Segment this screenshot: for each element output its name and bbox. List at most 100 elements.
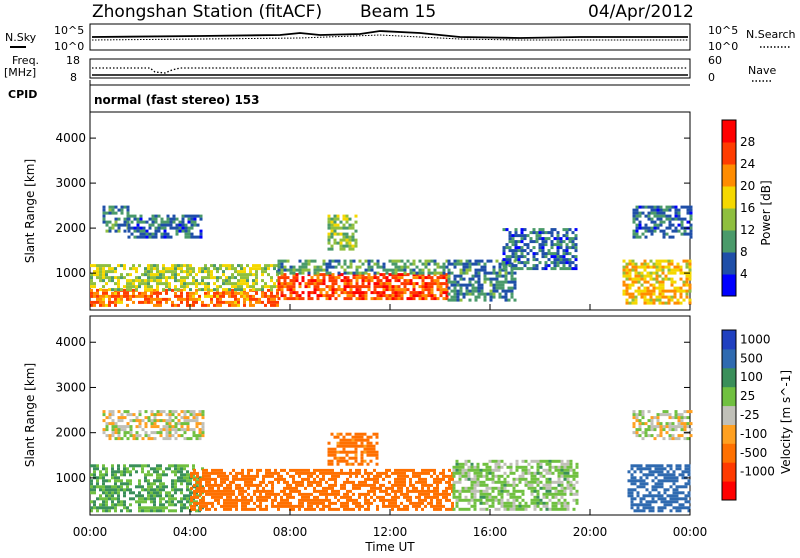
power-cell-0 <box>165 288 168 292</box>
velocity-cell-2 <box>406 504 409 508</box>
power-cell-1 <box>153 273 156 277</box>
velocity-cell-2 <box>316 483 319 487</box>
velocity-cell-3 <box>360 450 364 454</box>
velocity-cell-2 <box>397 480 400 484</box>
velocity-cell-2 <box>202 474 205 478</box>
velocity-cell-2 <box>385 474 388 478</box>
velocity-cell-2 <box>211 492 214 496</box>
power-cell-7 <box>471 286 475 290</box>
power-cell-10 <box>632 214 636 218</box>
velocity-cell-2 <box>196 480 199 484</box>
power-cell-9 <box>661 277 665 281</box>
power-cell-4 <box>436 288 440 292</box>
velocity-cell-0 <box>123 470 126 474</box>
velocity-cell-0 <box>159 500 162 504</box>
velocity-cell-4 <box>464 471 468 475</box>
power-cell-1 <box>192 270 195 274</box>
power-cell-8 <box>517 255 521 259</box>
power-cell-5 <box>427 268 431 272</box>
velocity-cell-2 <box>274 477 277 481</box>
velocity-cell-0 <box>180 509 183 513</box>
power-cell-8 <box>508 231 512 235</box>
power-cell-0 <box>114 291 117 295</box>
power-cell-3 <box>193 214 197 218</box>
power-cell-1 <box>132 264 135 268</box>
power-cell-1 <box>183 276 186 280</box>
power-cell-3 <box>184 226 188 230</box>
velocity-cell-4 <box>533 495 537 499</box>
velocity-cell-6 <box>635 413 639 417</box>
velocity-cell-3 <box>348 444 352 448</box>
power-cell-4 <box>394 297 398 301</box>
power-cell-5 <box>349 265 353 269</box>
power-cell-8 <box>505 258 509 262</box>
velocity-cell-2 <box>442 495 445 499</box>
power-cell-4 <box>376 294 380 298</box>
power-cell-8 <box>553 264 557 268</box>
power-cell-1 <box>183 288 186 292</box>
velocity-cell-2 <box>277 492 280 496</box>
power-cell-1 <box>213 267 216 271</box>
velocity-cell-1 <box>198 437 202 441</box>
power-cell-6 <box>348 238 352 242</box>
power-cell-4 <box>418 297 422 301</box>
power-cell-3 <box>148 232 152 236</box>
velocity-cell-2 <box>262 474 265 478</box>
power-cell-8 <box>559 246 563 250</box>
velocity-cell-0 <box>129 488 132 492</box>
power-cell-2 <box>102 211 106 215</box>
power-cell-4 <box>331 291 335 295</box>
power-cell-8 <box>508 255 512 259</box>
velocity-cell-4 <box>509 495 513 499</box>
power-cell-4 <box>424 285 428 289</box>
velocity-cell-5 <box>630 494 634 498</box>
velocity-cell-2 <box>445 507 448 511</box>
velocity-cell-2 <box>271 486 274 490</box>
power-cell-1 <box>108 267 111 271</box>
velocity-cell-6 <box>671 425 675 429</box>
velocity-cell-4 <box>533 501 537 505</box>
power-cell-9 <box>625 268 629 272</box>
power-cell-8 <box>544 261 548 265</box>
power-cell-7 <box>465 292 469 296</box>
power-cell-8 <box>559 237 563 241</box>
velocity-cell-5 <box>654 476 658 480</box>
velocity-cell-3 <box>375 462 379 466</box>
power-cell-0 <box>219 291 222 295</box>
power-cell-5 <box>373 271 377 275</box>
power-cell-3 <box>160 235 164 239</box>
power-cell-4 <box>433 282 437 286</box>
power-cell-3 <box>148 235 152 239</box>
velocity-cell-0 <box>174 497 177 501</box>
velocity-cell-3 <box>351 450 355 454</box>
velocity-cell-4 <box>473 504 477 508</box>
power-cell-10 <box>644 235 648 239</box>
power-cell-7 <box>504 271 508 275</box>
velocity-cell-3 <box>348 462 352 466</box>
power-cell-10 <box>638 211 642 215</box>
power-cell-7 <box>456 292 460 296</box>
power-cell-1 <box>162 288 165 292</box>
velocity-cell-3 <box>357 462 361 466</box>
velocity-cell-0 <box>117 497 120 501</box>
power-cell-8 <box>550 252 554 256</box>
power-cell-3 <box>166 220 170 224</box>
velocity-cell-0 <box>90 485 93 489</box>
velocity-cell-2 <box>361 480 364 484</box>
power-colorbar-swatch <box>722 208 736 231</box>
velocity-cell-2 <box>337 489 340 493</box>
velocity-cell-1 <box>183 428 187 432</box>
power-cell-5 <box>301 268 305 272</box>
power-cell-1 <box>156 273 159 277</box>
power-cell-6 <box>327 217 331 221</box>
velocity-cell-5 <box>681 473 685 477</box>
velocity-colorbar-tick: -100 <box>740 427 767 441</box>
power-cell-8 <box>562 252 566 256</box>
power-cell-8 <box>538 249 542 253</box>
power-cell-1 <box>243 288 246 292</box>
velocity-cell-4 <box>512 483 516 487</box>
power-cell-10 <box>668 214 672 218</box>
power-cell-7 <box>459 277 463 281</box>
velocity-cell-0 <box>90 488 93 492</box>
velocity-cell-1 <box>162 410 166 414</box>
